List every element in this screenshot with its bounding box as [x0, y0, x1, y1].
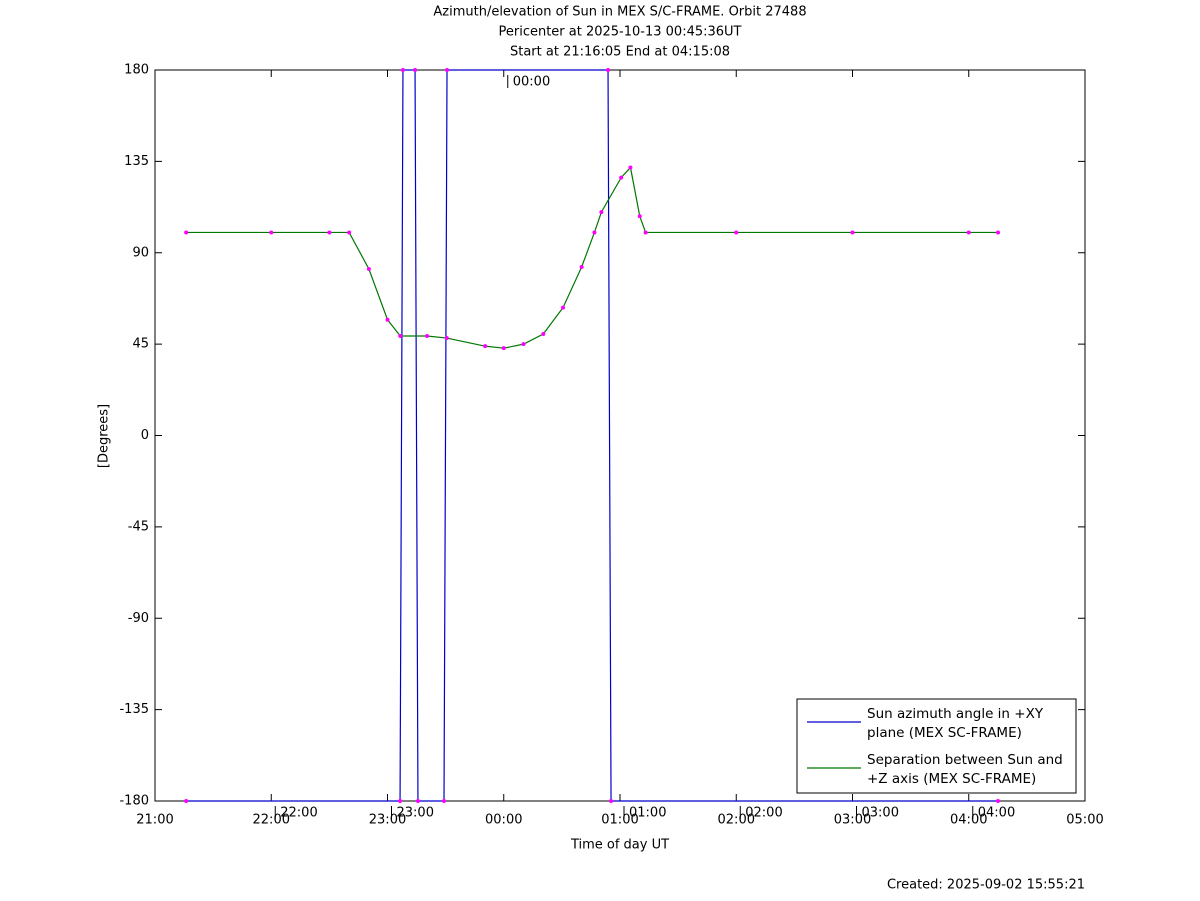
y-tick-label: -180	[119, 794, 149, 809]
annotation: 03:00	[862, 806, 899, 821]
chart-subtitle: Pericenter at 2025-10-13 00:45:36UT	[498, 25, 741, 40]
data-point	[398, 334, 403, 339]
data-point	[643, 230, 648, 235]
legend-label: Sun azimuth angle in +XY plane (MEX SC-F…	[867, 706, 1044, 741]
data-point	[996, 799, 1001, 803]
y-tick-label: 90	[132, 245, 149, 260]
data-point	[400, 68, 405, 72]
x-tick-label: 22:00	[253, 813, 290, 828]
x-tick-label: 05:00	[1066, 813, 1103, 828]
data-point	[609, 799, 614, 803]
y-tick-label: 45	[132, 337, 149, 352]
y-axis-label: [Degrees]	[97, 404, 112, 468]
y-tick-label: 0	[141, 428, 149, 443]
data-point	[579, 264, 584, 269]
data-point	[415, 799, 420, 803]
data-point	[413, 68, 418, 72]
data-point	[599, 210, 604, 215]
data-point	[398, 799, 403, 803]
x-tick-label: 00:00	[485, 813, 522, 828]
data-point	[541, 331, 546, 336]
chart-subtitle: Start at 21:16:05 End at 04:15:08	[510, 45, 730, 60]
data-point	[561, 305, 566, 310]
annotation: 02:00	[745, 806, 782, 821]
chart-title: Azimuth/elevation of Sun in MEX S/C-FRAM…	[433, 5, 806, 20]
data-point	[966, 230, 971, 235]
data-point	[521, 342, 526, 347]
x-tick-label: 03:00	[834, 813, 871, 828]
data-point	[637, 214, 642, 219]
series-line	[186, 166, 999, 349]
x-tick-label: 21:00	[136, 813, 173, 828]
annotation: 22:00	[280, 806, 317, 821]
x-tick-label: 23:00	[369, 813, 406, 828]
data-point	[425, 334, 430, 339]
x-tick-label: 04:00	[950, 813, 987, 828]
data-point	[445, 68, 450, 72]
data-point	[734, 230, 739, 235]
footer: Created: 2025-09-02 15:55:21	[887, 878, 1085, 893]
data-point	[444, 336, 449, 341]
legend-box	[796, 698, 1077, 794]
data-point	[501, 346, 506, 351]
data-point	[628, 165, 633, 170]
data-point	[483, 344, 488, 349]
y-tick-label: -45	[128, 519, 149, 534]
data-point	[996, 230, 1001, 235]
annotation: 00:00	[513, 75, 550, 90]
data-point	[366, 266, 371, 271]
data-point	[184, 230, 189, 235]
x-tick-label: 01:00	[601, 813, 638, 828]
data-point	[347, 230, 352, 235]
data-point	[385, 317, 390, 322]
data-point	[184, 799, 189, 803]
series-line	[186, 69, 999, 802]
data-point	[269, 230, 274, 235]
annotation: 23:00	[397, 806, 434, 821]
annotation: 04:00	[978, 806, 1015, 821]
x-axis-label: Time of day UT	[570, 838, 669, 853]
y-tick-label: -90	[128, 611, 149, 626]
x-tick-label: 02:00	[718, 813, 755, 828]
data-point	[606, 68, 611, 72]
y-tick-label: 180	[124, 63, 149, 78]
data-point	[850, 230, 855, 235]
data-point	[441, 799, 446, 803]
y-tick-label: -135	[119, 702, 149, 717]
y-tick-label: 135	[124, 154, 149, 169]
data-point	[327, 230, 332, 235]
data-point	[592, 230, 597, 235]
annotation: 01:00	[629, 806, 666, 821]
legend-label: Separation between Sun and +Z axis (MEX …	[867, 752, 1063, 787]
data-point	[619, 175, 624, 180]
